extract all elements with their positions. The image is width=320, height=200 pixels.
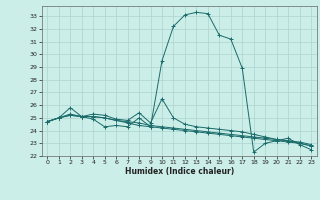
X-axis label: Humidex (Indice chaleur): Humidex (Indice chaleur) [124, 167, 234, 176]
